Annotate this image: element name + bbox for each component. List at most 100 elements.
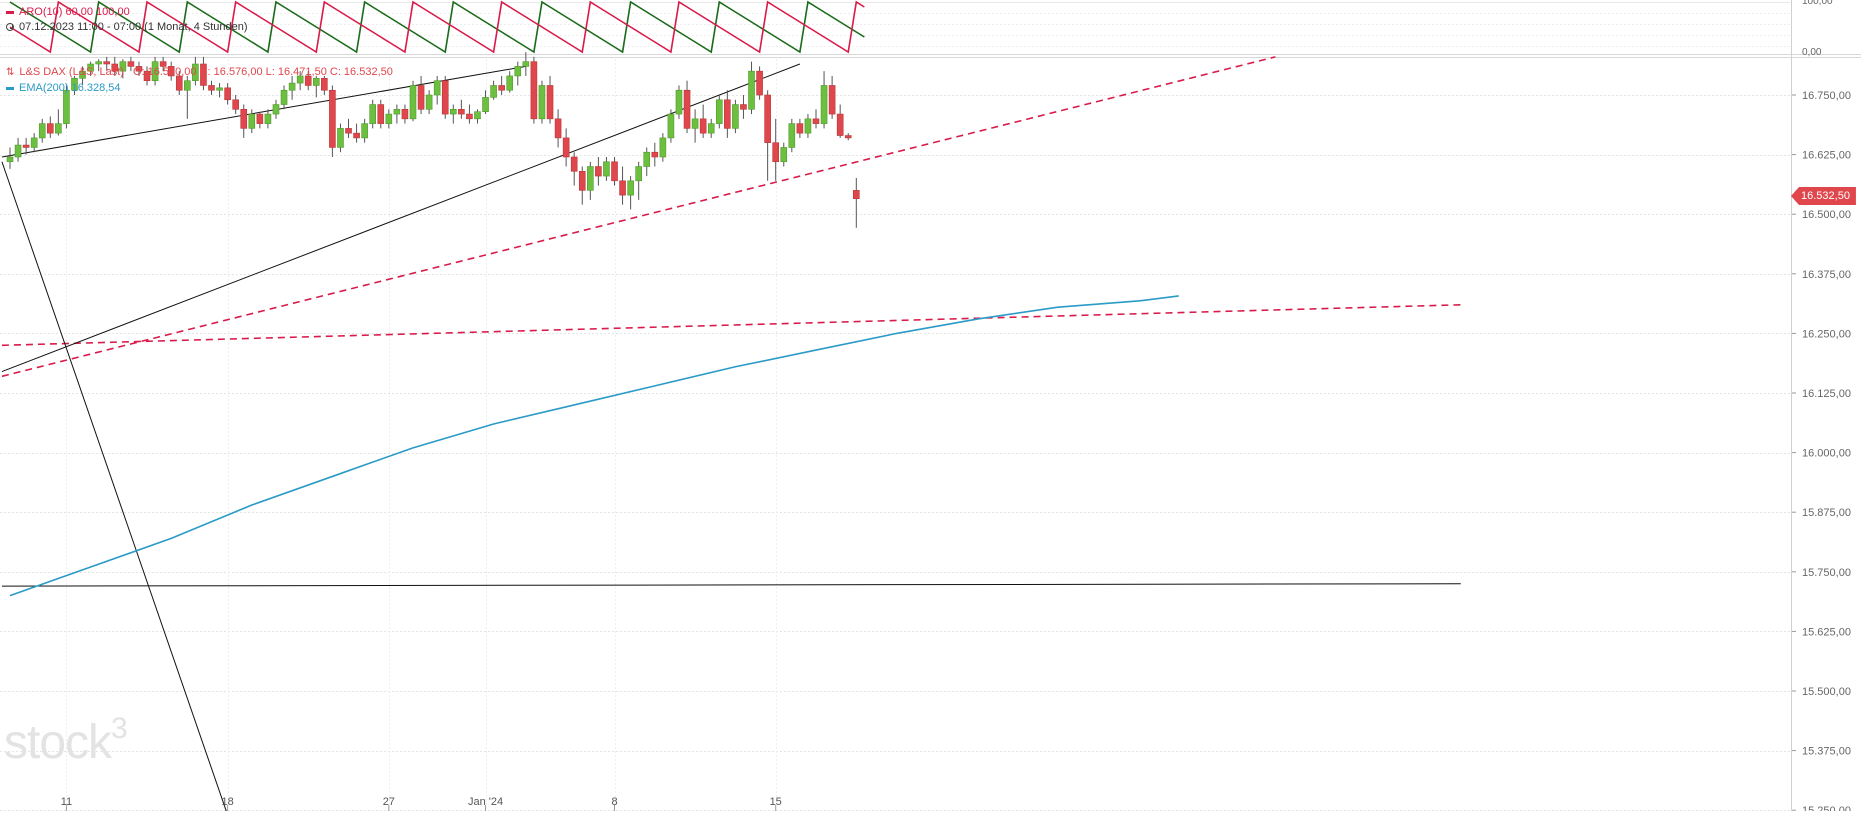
candle-up <box>393 109 401 115</box>
x-tick-label: Jan '24 <box>468 796 503 808</box>
y-tick-label: 16.750,00 <box>1802 90 1851 102</box>
candle-layer <box>6 52 860 228</box>
solid-trend-line <box>1 161 229 816</box>
candle-up <box>522 61 530 67</box>
candle-up <box>425 94 433 110</box>
candle-down <box>304 75 312 86</box>
candle-down <box>441 80 449 115</box>
candle-down <box>175 75 183 91</box>
candle-down <box>46 123 54 134</box>
ema-swatch <box>6 86 14 90</box>
y-tick-label: 15.750,00 <box>1802 567 1851 579</box>
stock3-logo: stock3 <box>4 712 128 770</box>
period-legend: 07.12.2023 11:00 - 07:00 (1 Monat, 4 Stu… <box>6 21 248 33</box>
candle-down <box>852 190 860 200</box>
period-text: 07.12.2023 11:00 - 07:00 (1 Monat, 4 Stu… <box>19 21 248 33</box>
candle-up <box>288 82 296 91</box>
y-tick-label: 15.250,00 <box>1802 805 1851 811</box>
logo-superscript: 3 <box>111 712 128 745</box>
dashed-trend-line <box>1 303 1461 347</box>
candle-down <box>240 109 248 129</box>
dashed-trend-line <box>1 56 1276 378</box>
candle-down <box>578 170 586 191</box>
candle-down <box>466 113 473 120</box>
candle-up <box>280 89 288 105</box>
candle-up <box>538 85 546 120</box>
candle-up <box>820 85 828 124</box>
axis-layer: 16.750,00 16.625,00 16.500,00 16.375,00 16.2… <box>61 0 1851 816</box>
candle-legend-icon: ⇅ <box>6 66 15 78</box>
candle-down <box>345 128 352 134</box>
candle-down <box>772 142 780 163</box>
candle-up <box>732 104 739 129</box>
candle-up <box>490 85 497 98</box>
candle-up <box>30 137 38 148</box>
candle-up <box>38 123 46 139</box>
candle-down <box>844 135 852 139</box>
y-tick-label: 15.375,00 <box>1802 746 1851 758</box>
candle-down <box>530 61 538 120</box>
candle-down <box>321 78 328 91</box>
candle-up <box>272 104 280 115</box>
ema-layer <box>9 295 1179 597</box>
solid-trend-line <box>1 63 801 373</box>
candle-down <box>595 166 602 177</box>
candle-down <box>836 113 844 136</box>
candle-up <box>659 137 667 158</box>
candle-down <box>651 151 659 158</box>
x-tick-label: 8 <box>611 796 617 808</box>
candle-down <box>401 109 409 120</box>
candle-up <box>63 89 70 124</box>
candle-up <box>14 144 22 158</box>
candle-up <box>587 166 594 191</box>
candle-down <box>22 144 30 148</box>
ema200-line <box>9 295 1179 597</box>
candle-up <box>506 75 514 91</box>
candle-down <box>159 61 167 67</box>
candle-down <box>111 63 119 72</box>
candle-up <box>603 161 610 177</box>
candle-down <box>353 132 360 139</box>
candle-down <box>570 156 578 172</box>
candle-down <box>135 66 143 72</box>
y-tick-label: 16.375,00 <box>1802 269 1851 281</box>
candle-up <box>433 80 441 96</box>
candle-up <box>449 109 457 115</box>
candle-down <box>143 70 151 81</box>
candle-up <box>369 104 377 124</box>
candle-up <box>691 118 699 129</box>
candle-up <box>151 61 159 81</box>
candle-up <box>71 78 78 91</box>
candle-up <box>79 70 86 79</box>
instrument-legend: ⇅ L&S DAX (L&S, Last) O: 16.550,00 H: 16… <box>6 66 393 78</box>
candle-up <box>514 66 522 77</box>
candle-down <box>756 70 763 96</box>
solid-trend-line <box>1 583 1461 587</box>
ohlc-values: O: 16.550,00 H: 16.576,00 L: 16.471,50 C… <box>132 66 393 78</box>
clock-icon <box>6 23 14 31</box>
aroon-down-line <box>9 0 865 54</box>
candle-down <box>724 99 731 129</box>
candle-down <box>554 118 562 139</box>
candle-down <box>256 113 264 124</box>
y-tick-label: 15.875,00 <box>1802 507 1851 519</box>
candle-up <box>627 180 634 196</box>
candle-up <box>296 75 304 84</box>
candle-up <box>667 113 675 139</box>
candle-down <box>417 85 425 110</box>
candle-up <box>707 123 715 134</box>
candle-up <box>192 63 199 81</box>
trend-line-layer <box>1 56 1461 816</box>
x-tick-label: 11 <box>61 796 72 808</box>
candle-up <box>385 113 393 124</box>
candle-down <box>562 137 570 158</box>
x-tick-label: 27 <box>383 796 395 808</box>
y-tick-label: 16.250,00 <box>1802 328 1851 340</box>
candle-up <box>264 113 272 124</box>
candle-down <box>611 161 618 182</box>
candle-down <box>683 89 691 129</box>
candle-down <box>498 85 505 91</box>
